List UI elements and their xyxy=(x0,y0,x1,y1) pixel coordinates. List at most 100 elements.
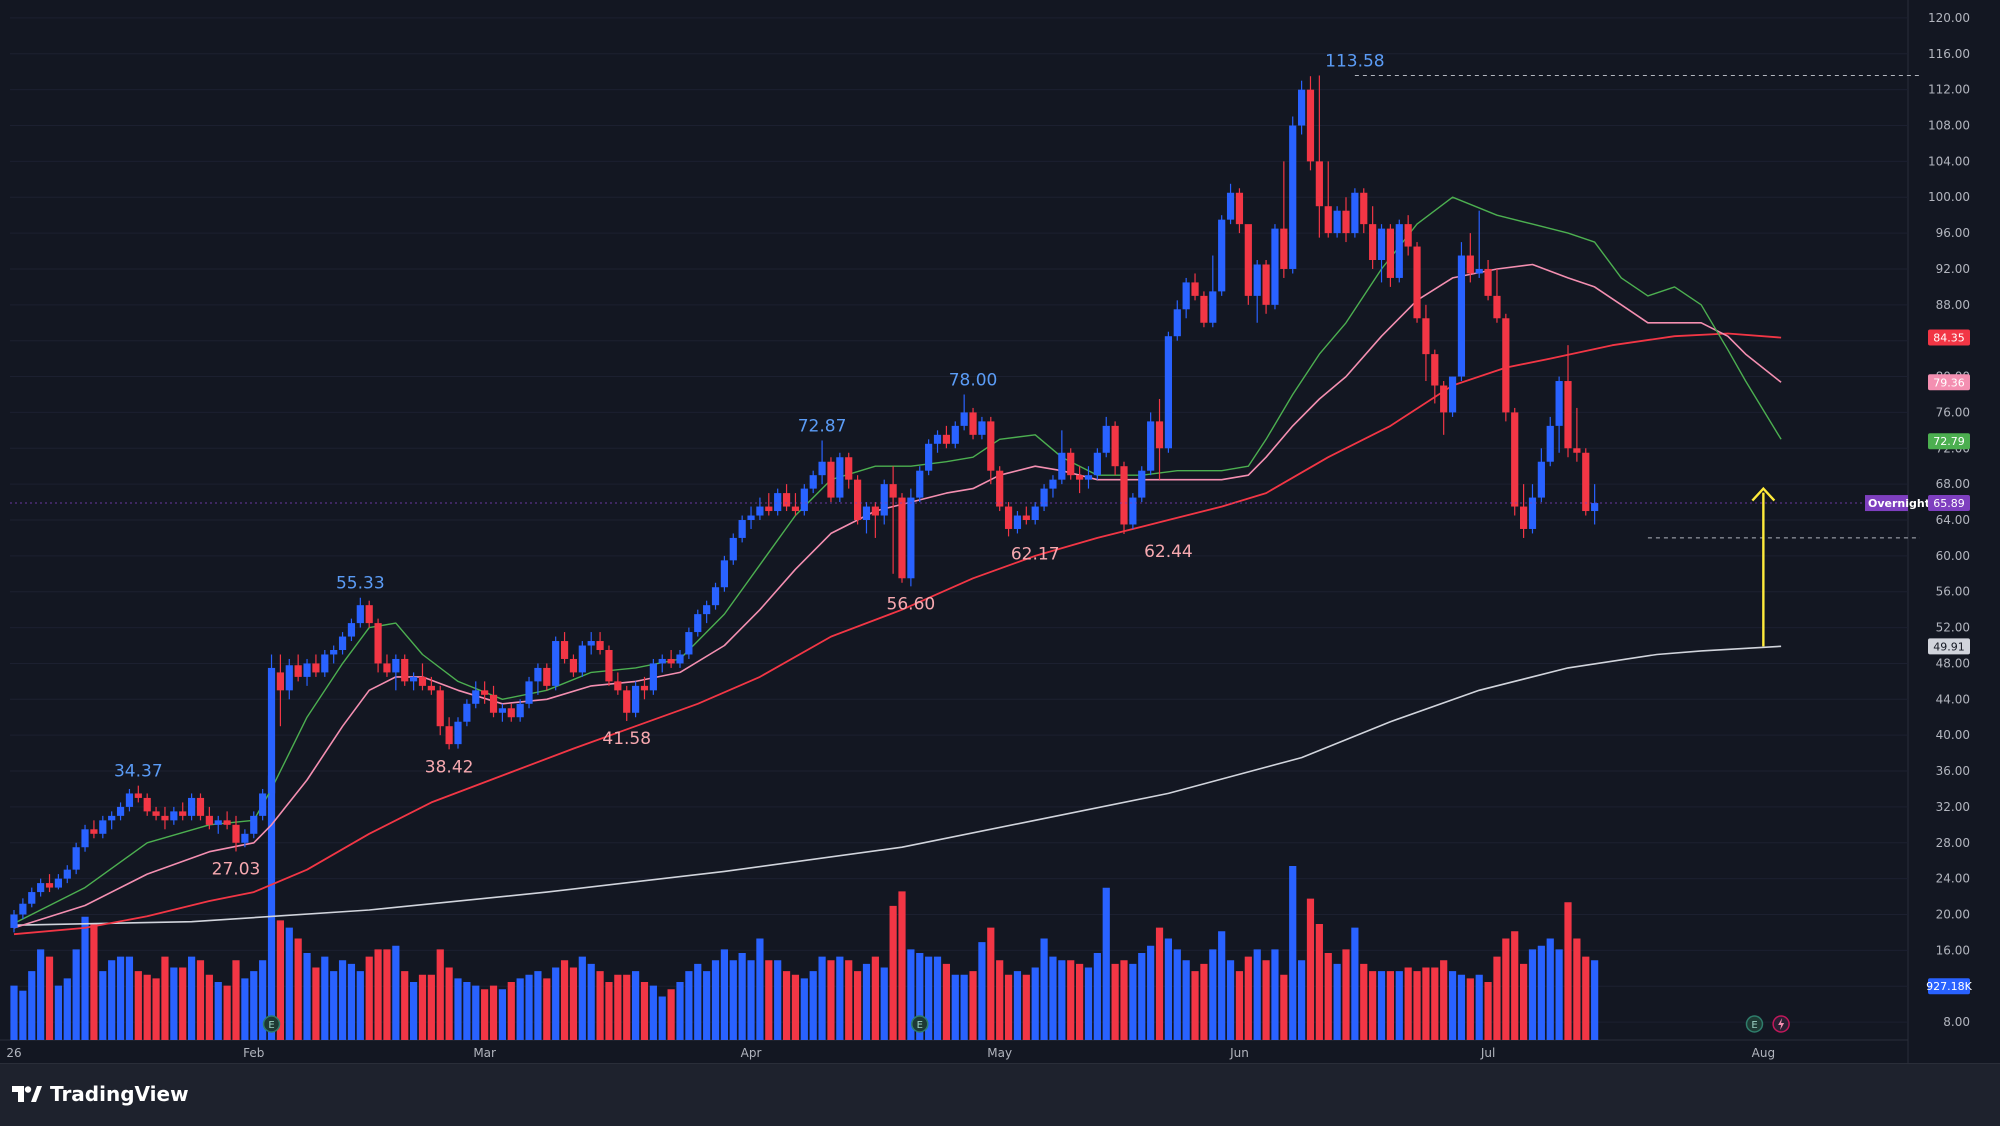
candle-body[interactable] xyxy=(534,667,542,682)
candle-body[interactable] xyxy=(1466,255,1474,274)
candle-body[interactable] xyxy=(1084,475,1093,480)
candle-body[interactable] xyxy=(427,685,435,691)
candle-body[interactable] xyxy=(1262,264,1270,305)
candle-body[interactable] xyxy=(454,721,462,745)
candle-body[interactable] xyxy=(267,667,276,794)
candle-body[interactable] xyxy=(90,829,98,834)
candle-body[interactable] xyxy=(463,703,471,722)
candle-body[interactable] xyxy=(1493,295,1501,319)
candle-body[interactable] xyxy=(1440,385,1448,413)
candle-body[interactable] xyxy=(782,493,791,507)
candle-body[interactable] xyxy=(410,676,418,682)
candle-body[interactable] xyxy=(1244,224,1252,296)
candle-body[interactable] xyxy=(1280,228,1288,269)
candle-body[interactable] xyxy=(125,793,134,807)
candle-body[interactable] xyxy=(303,663,311,677)
candle-body[interactable] xyxy=(632,685,640,713)
candle-body[interactable] xyxy=(1395,224,1403,278)
candle-body[interactable] xyxy=(338,636,347,650)
candle-body[interactable] xyxy=(703,605,711,615)
candle-body[interactable] xyxy=(214,820,222,825)
candle-body[interactable] xyxy=(1431,354,1439,386)
candle-body[interactable] xyxy=(960,412,968,426)
candle-body[interactable] xyxy=(1040,488,1048,507)
candle-body[interactable] xyxy=(1404,224,1412,247)
candle-body[interactable] xyxy=(99,820,107,834)
candle-body[interactable] xyxy=(1102,425,1110,453)
candle-body[interactable] xyxy=(925,443,933,471)
candle-body[interactable] xyxy=(188,797,196,816)
candle-body[interactable] xyxy=(45,883,54,888)
candle-body[interactable] xyxy=(667,658,675,664)
candle-body[interactable] xyxy=(54,878,62,888)
candle-body[interactable] xyxy=(81,829,89,848)
time-axis[interactable]: 26 Feb Mar Apr May Jun Jul Aug xyxy=(6,1046,1775,1060)
candle-body[interactable] xyxy=(916,470,924,498)
candle-body[interactable] xyxy=(765,506,773,512)
candle-body[interactable] xyxy=(72,847,80,870)
candle-body[interactable] xyxy=(800,488,808,512)
candle-body[interactable] xyxy=(1457,255,1466,377)
candle-body[interactable] xyxy=(1342,210,1350,234)
candle-body[interactable] xyxy=(507,708,515,718)
candle-body[interactable] xyxy=(996,470,1004,507)
candle-body[interactable] xyxy=(951,425,959,444)
candle-body[interactable] xyxy=(1520,506,1528,529)
earnings-marker-icon[interactable] xyxy=(1745,1015,1764,1033)
candle-body[interactable] xyxy=(1315,161,1323,207)
candle-body[interactable] xyxy=(1182,282,1190,310)
candle-body[interactable] xyxy=(605,650,613,682)
candle-body[interactable] xyxy=(1129,497,1137,525)
candle-body[interactable] xyxy=(321,654,329,673)
candle-body[interactable] xyxy=(1298,89,1306,126)
candle-body[interactable] xyxy=(498,708,506,713)
candle-body[interactable] xyxy=(1528,497,1537,529)
candle-body[interactable] xyxy=(19,903,27,915)
candle-body[interactable] xyxy=(552,641,560,686)
candle-body[interactable] xyxy=(134,793,142,798)
candle-body[interactable] xyxy=(711,587,720,606)
candle-body[interactable] xyxy=(880,484,888,516)
candle-body[interactable] xyxy=(1058,452,1066,480)
candle-body[interactable] xyxy=(1013,515,1022,529)
tradingview-logo[interactable]: TradingView xyxy=(12,1082,189,1106)
candle-body[interactable] xyxy=(1147,421,1155,471)
candle-body[interactable] xyxy=(356,605,364,624)
candle-body[interactable] xyxy=(1422,318,1430,355)
candle-body[interactable] xyxy=(232,824,240,843)
candle-body[interactable] xyxy=(223,820,231,825)
candle-body[interactable] xyxy=(1155,421,1164,449)
candle-body[interactable] xyxy=(472,690,480,704)
candle-body[interactable] xyxy=(152,811,160,816)
candle-body[interactable] xyxy=(1235,192,1244,225)
candle-body[interactable] xyxy=(250,815,258,834)
candle-body[interactable] xyxy=(1031,506,1039,520)
candle-body[interactable] xyxy=(37,883,45,893)
candle-body[interactable] xyxy=(481,690,489,695)
candle-body[interactable] xyxy=(543,667,551,686)
candle-body[interactable] xyxy=(738,520,746,538)
candle-body[interactable] xyxy=(445,726,453,745)
candle-body[interactable] xyxy=(596,641,604,650)
candle-body[interactable] xyxy=(1475,268,1483,274)
candle-body[interactable] xyxy=(1200,295,1208,323)
candle-body[interactable] xyxy=(862,506,871,520)
candle-body[interactable] xyxy=(1049,479,1057,489)
candle-body[interactable] xyxy=(312,663,320,673)
candle-body[interactable] xyxy=(1537,461,1545,498)
candle-body[interactable] xyxy=(836,457,844,498)
candle-body[interactable] xyxy=(1369,224,1377,260)
candle-body[interactable] xyxy=(827,461,835,498)
candle-body[interactable] xyxy=(623,690,631,713)
candle-body[interactable] xyxy=(676,654,684,664)
candle-body[interactable] xyxy=(294,665,302,677)
candle-body[interactable] xyxy=(28,892,36,904)
candle-body[interactable] xyxy=(285,665,293,691)
candle-body[interactable] xyxy=(1226,192,1235,220)
candle-body[interactable] xyxy=(10,914,18,928)
candle-body[interactable] xyxy=(640,685,649,691)
candle-body[interactable] xyxy=(969,412,977,435)
candle-body[interactable] xyxy=(347,623,356,637)
candle-body[interactable] xyxy=(569,658,578,673)
candle-body[interactable] xyxy=(1022,515,1030,520)
